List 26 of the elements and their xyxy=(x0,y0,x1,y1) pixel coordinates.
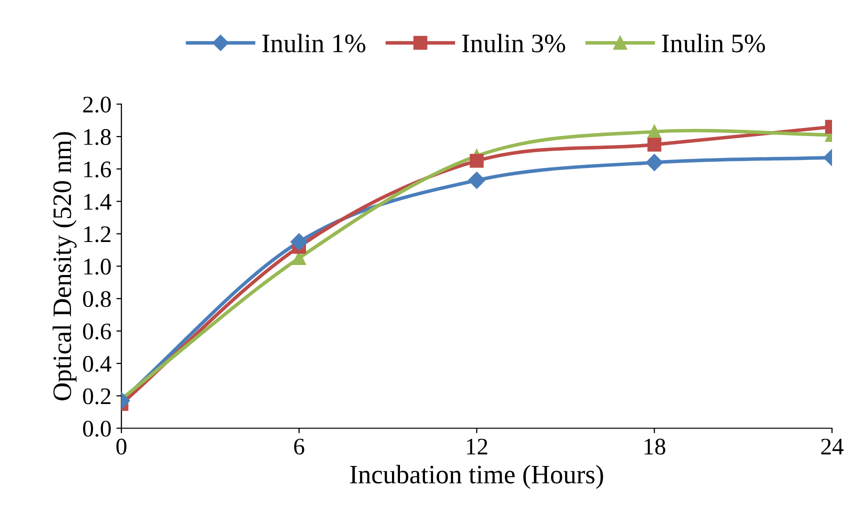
y-tick-label: 0.6 xyxy=(83,324,111,340)
y-tick-label: 1.4 xyxy=(84,194,112,210)
point xyxy=(470,154,484,168)
y-tick-label: 2.0 xyxy=(83,96,111,113)
y-tick-label: 1.6 xyxy=(84,162,111,178)
x-tick-label: 0 xyxy=(116,438,126,455)
y-tick-label: 1.0 xyxy=(84,258,111,275)
point xyxy=(290,233,308,250)
legend-label: Inulin 3% xyxy=(462,34,566,52)
y-axis-title: Optical Density (520 nm) xyxy=(52,132,77,400)
legend-label: Inulin 1% xyxy=(262,34,366,52)
x-tick-label: 18 xyxy=(644,438,666,455)
legend-label: Inulin 5% xyxy=(662,34,765,52)
y-tick-label: 0.0 xyxy=(83,420,111,437)
y-tick-label: 0.8 xyxy=(83,291,111,308)
x-axis-title: Incubation time (Hours) xyxy=(350,464,604,489)
x-tick-label: 12 xyxy=(466,438,488,454)
y-tick-label: 0.4 xyxy=(83,356,112,372)
point xyxy=(646,154,663,172)
x-tick-label: 24 xyxy=(821,438,844,454)
y-tick-label: 1.2 xyxy=(84,226,110,242)
y-tick-label: 0.2 xyxy=(83,388,110,404)
point xyxy=(468,172,486,189)
point xyxy=(647,138,662,152)
x-tick-label: 6 xyxy=(294,438,304,455)
y-tick-label: 1.8 xyxy=(84,129,111,146)
